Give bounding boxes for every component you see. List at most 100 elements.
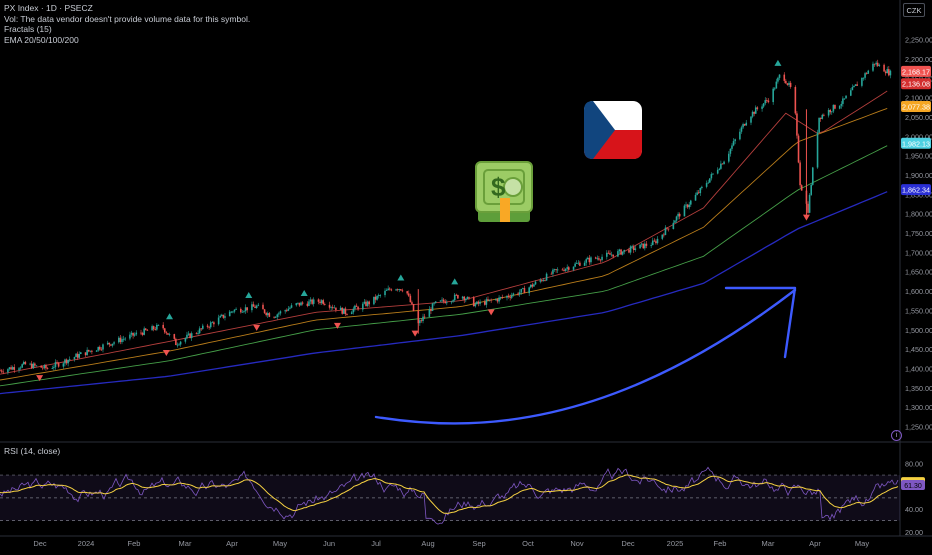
- candle-body: [434, 301, 437, 303]
- candle-body: [685, 204, 687, 206]
- candle-body: [2, 371, 4, 373]
- price-label: 2,077.38: [902, 102, 930, 111]
- candle-body: [62, 363, 65, 367]
- price-label: 2,136.08: [902, 80, 930, 89]
- y-tick-label: 1,900.00: [905, 171, 932, 180]
- candle-body: [244, 307, 247, 312]
- price-label-bg: [901, 65, 931, 77]
- x-tick-label: Mar: [762, 539, 775, 548]
- candle-body: [632, 246, 635, 250]
- candle-body: [132, 332, 134, 336]
- candle-body: [686, 204, 689, 208]
- candle-body: [788, 82, 790, 85]
- price-label-bg: [901, 184, 931, 196]
- candle-body: [583, 262, 586, 266]
- candle-body: [422, 316, 424, 321]
- candle-body: [343, 308, 345, 314]
- candle-body: [173, 334, 176, 339]
- candle-body: [431, 303, 434, 311]
- candle-body: [354, 305, 356, 309]
- candle-body: [509, 297, 511, 298]
- chart-legend: PX Index · 1D · PSECZ Vol: The data vend…: [4, 3, 250, 45]
- y-tick-label: 1,650.00: [905, 268, 932, 277]
- candle-body: [362, 303, 364, 310]
- fractal-down-marker: [36, 375, 44, 382]
- czech-flag-icon: [584, 101, 642, 159]
- y-tick-label: 1,600.00: [905, 287, 932, 296]
- candle-body: [701, 186, 703, 188]
- candle-body: [308, 301, 310, 306]
- candle-body: [118, 337, 120, 343]
- candle-body: [13, 367, 16, 370]
- candle-body: [232, 311, 234, 313]
- candle-body: [707, 182, 710, 184]
- candle-body: [102, 344, 104, 350]
- candle-body: [254, 306, 256, 308]
- candle-body: [485, 299, 488, 305]
- candle-body: [251, 304, 253, 311]
- candle-body: [739, 131, 741, 140]
- candle-body: [89, 350, 92, 352]
- candle-body: [445, 302, 448, 304]
- candle-body: [457, 295, 459, 299]
- candle-body: [666, 227, 668, 229]
- candle-body: [823, 114, 825, 116]
- candle-body: [794, 86, 797, 114]
- candle-body: [385, 290, 388, 291]
- candle-body: [628, 249, 630, 253]
- candle-body: [430, 309, 432, 311]
- annotation-arrow-curve: [374, 288, 797, 425]
- symbol-title[interactable]: PX Index · 1D · PSECZ: [4, 3, 93, 13]
- rsi-line: [0, 466, 899, 525]
- rsi-y-tick-label: 20.00: [905, 528, 923, 537]
- rsi-ma-line: [0, 474, 899, 514]
- price-label-bg: [901, 100, 931, 112]
- ema50-line: [0, 107, 888, 381]
- candle-body: [113, 342, 115, 344]
- candle-body: [233, 309, 236, 312]
- ema-indicator-label[interactable]: EMA 20/50/100/200: [4, 34, 79, 45]
- candle-body: [65, 359, 68, 364]
- info-icon[interactable]: i: [891, 430, 902, 441]
- candle-body: [46, 368, 49, 369]
- candle-body: [295, 303, 298, 306]
- candle-body: [350, 312, 353, 315]
- candle-body: [420, 320, 423, 322]
- candle-body: [590, 257, 592, 263]
- candle-body: [639, 244, 641, 249]
- candle-body: [319, 301, 321, 304]
- candle-body: [517, 293, 519, 295]
- y-tick-label: 1,300.00: [905, 403, 932, 412]
- x-tick-label: Aug: [421, 539, 434, 548]
- candle-body: [97, 346, 100, 351]
- currency-badge[interactable]: CZK: [903, 3, 925, 17]
- candle-body: [528, 287, 530, 294]
- candle-body: [366, 301, 369, 306]
- candle-body: [224, 316, 226, 318]
- candle-body: [506, 295, 508, 298]
- x-tick-label: 2024: [78, 539, 95, 548]
- candle-body: [552, 269, 554, 274]
- candle-body: [121, 339, 123, 343]
- candle-body: [78, 354, 81, 358]
- candle-body: [21, 364, 23, 368]
- candle-body: [731, 145, 733, 149]
- candle-body: [667, 228, 670, 230]
- candle-body: [754, 107, 757, 114]
- candle-body: [290, 305, 293, 308]
- fractals-indicator-label[interactable]: Fractals (15): [4, 24, 52, 35]
- candle-body: [477, 301, 480, 304]
- candle-body: [598, 258, 600, 260]
- candle-body: [683, 205, 686, 217]
- candle-body: [553, 269, 556, 270]
- x-tick-label: Apr: [226, 539, 238, 548]
- candle-body: [761, 106, 763, 109]
- candle-body: [387, 288, 389, 291]
- rsi-legend[interactable]: RSI (14, close): [4, 446, 61, 456]
- candle-body: [274, 317, 277, 318]
- candle-body: [564, 268, 567, 271]
- candle-body: [100, 349, 103, 351]
- candle-body: [187, 333, 190, 335]
- candle-body: [762, 103, 765, 107]
